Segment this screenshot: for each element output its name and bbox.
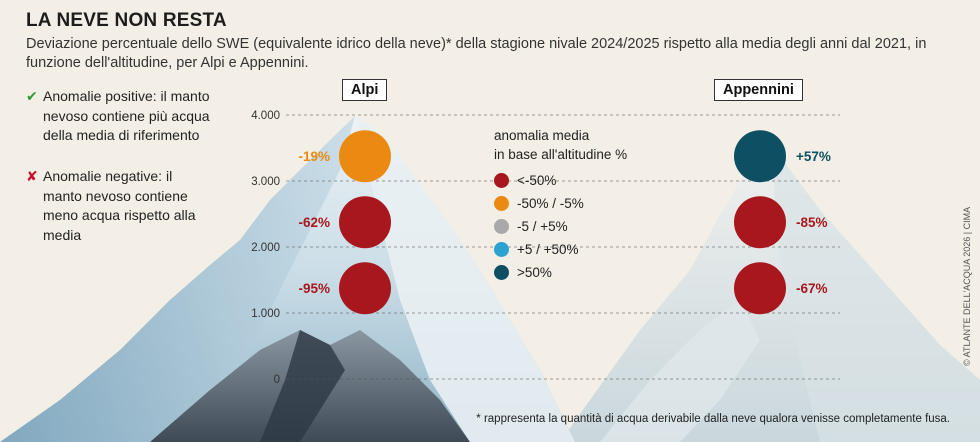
positive-anomaly-note: ✔ Anomalie positive: il manto nevoso con… [26, 87, 213, 146]
negative-anomaly-text: Anomalie negative: il manto nevoso conti… [43, 168, 196, 243]
series-header-appennini: Appennini [714, 79, 803, 101]
positive-anomaly-text: Anomalie positive: il manto nevoso conti… [43, 88, 210, 143]
cross-icon: ✘ [26, 168, 38, 184]
legend-label: -50% / -5% [517, 196, 584, 211]
anomaly-value-label: -19% [298, 149, 330, 164]
legend: anomalia media in base all'altitudine % … [494, 126, 627, 284]
anomaly-value-label: -62% [298, 215, 330, 230]
anomaly-bubble [734, 196, 786, 249]
anomaly-value-label: -67% [796, 281, 828, 296]
gridlines [286, 114, 840, 380]
y-tick-label: 1.000 [251, 308, 280, 320]
anomaly-value-label: -85% [796, 215, 828, 230]
footnote: * rappresenta la quantità di acqua deriv… [476, 413, 950, 425]
legend-swatch [494, 242, 509, 257]
legend-swatch [494, 173, 509, 188]
chart-subtitle: Deviazione percentuale dello SWE (equiva… [26, 36, 927, 71]
y-tick-label: 3.000 [251, 176, 280, 188]
legend-swatch [494, 219, 509, 234]
anomaly-bubble [339, 196, 391, 249]
anomaly-bubble [734, 262, 786, 315]
y-tick-label: 0 [274, 374, 280, 386]
legend-swatch [494, 265, 509, 280]
legend-swatch [494, 196, 509, 211]
negative-anomaly-note: ✘ Anomalie negative: il manto nevoso con… [26, 167, 213, 245]
legend-label: +5 / +50% [517, 242, 579, 257]
legend-item: >50% [494, 261, 627, 284]
anomaly-value-label: +57% [796, 149, 831, 164]
legend-label: -5 / +5% [517, 219, 568, 234]
legend-label: <-50% [517, 173, 557, 188]
alpi-mountain [0, 116, 575, 442]
y-tick-label: 4.000 [251, 110, 280, 122]
credit: © ATLANTE DELL'ACQUA 2026 | CIMA [962, 206, 972, 366]
series-header-alpi: Alpi [342, 79, 388, 101]
anomaly-bubble [339, 130, 391, 183]
y-tick-label: 2.000 [251, 242, 280, 254]
legend-item: -50% / -5% [494, 192, 627, 215]
y-axis: 0 1.000 2.000 3.000 4.000 [251, 110, 280, 386]
legend-item: +5 / +50% [494, 238, 627, 261]
legend-item: -5 / +5% [494, 215, 627, 238]
legend-label: >50% [517, 265, 552, 280]
anomaly-bubble [734, 130, 786, 183]
anomaly-bubble [339, 262, 391, 315]
legend-item: <-50% [494, 169, 627, 192]
bubbles: -19% -62% -95% +57% -85% -67% [298, 130, 831, 315]
anomaly-value-label: -95% [298, 281, 330, 296]
check-icon: ✔ [26, 88, 38, 104]
legend-title-line1: anomalia media [494, 128, 590, 143]
legend-title-line2: in base all'altitudine % [494, 147, 628, 162]
chart-title: LA NEVE NON RESTA [26, 10, 227, 31]
